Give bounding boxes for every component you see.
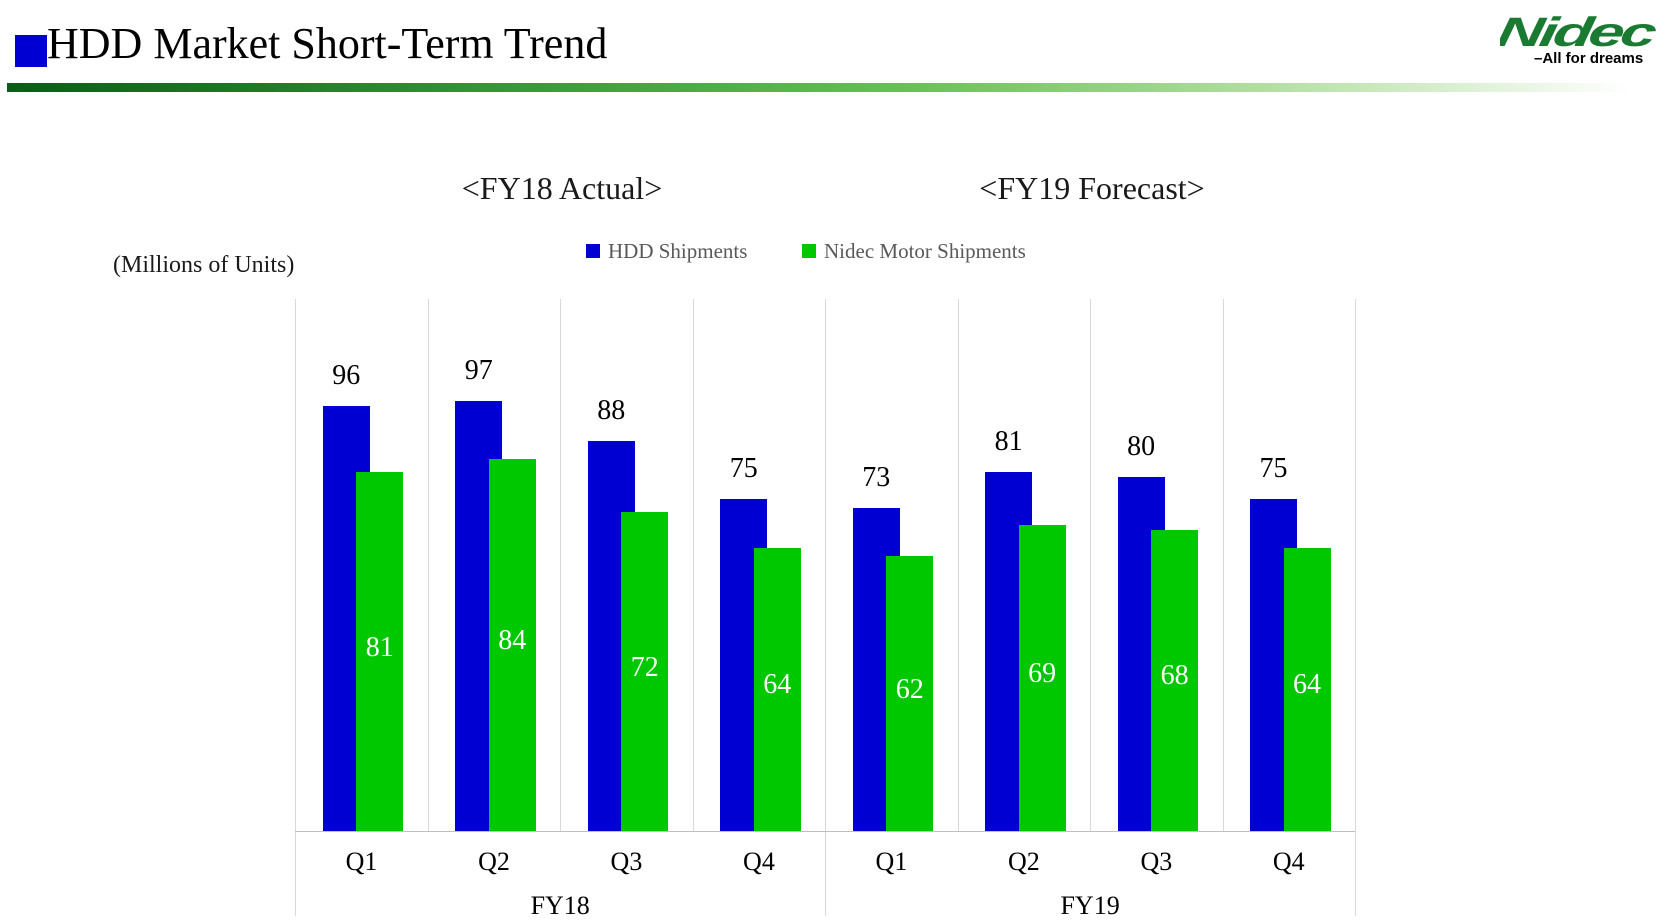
svg-text:Nidec: Nidec (1500, 9, 1661, 55)
